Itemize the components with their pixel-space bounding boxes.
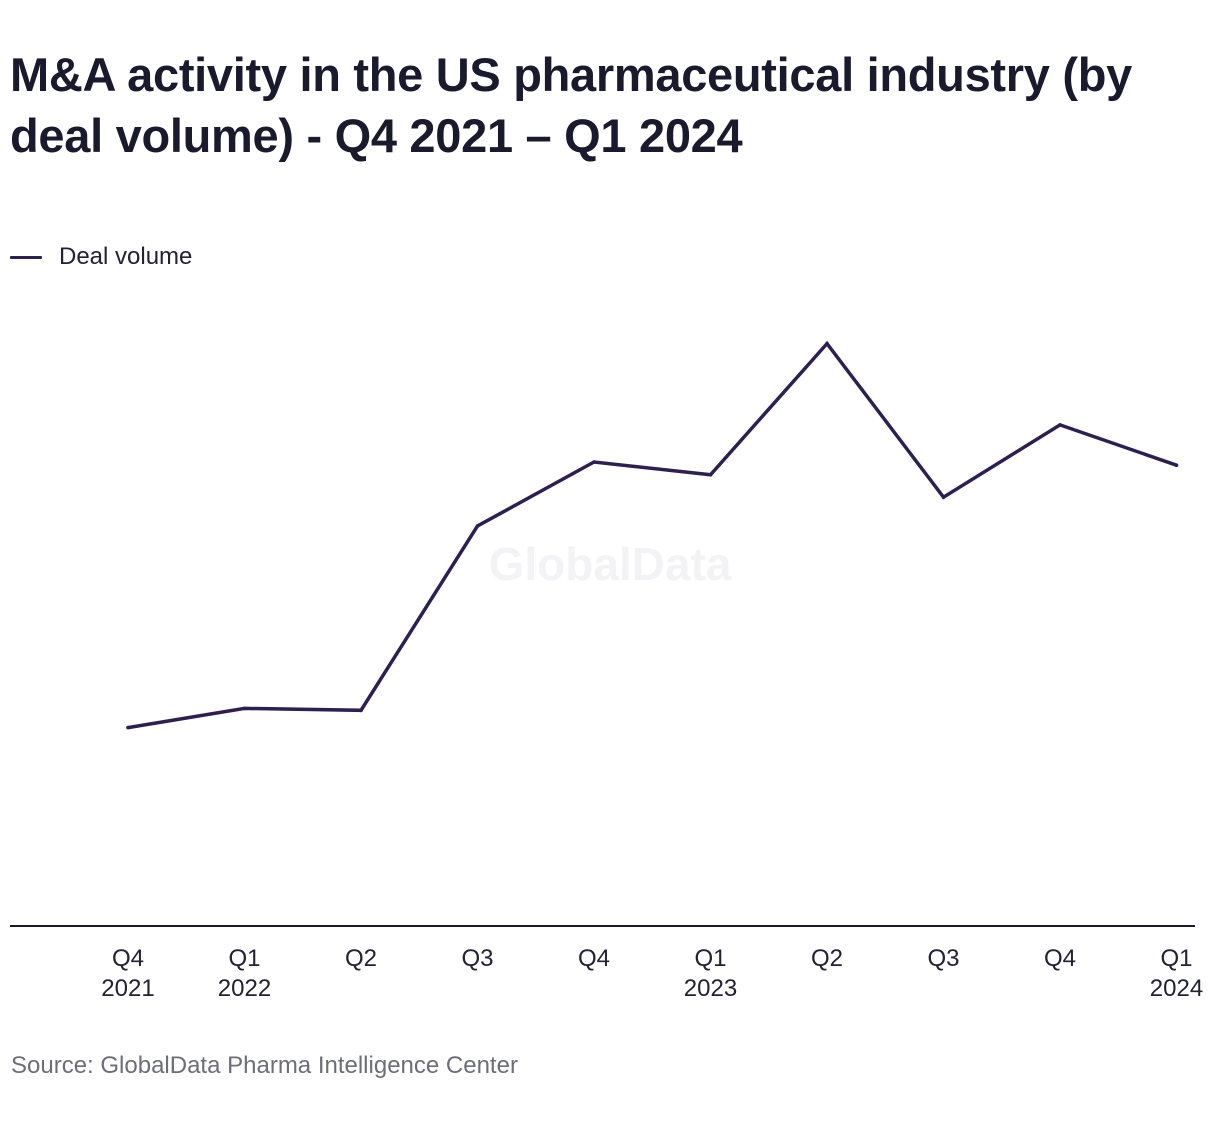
legend: Deal volume — [10, 240, 192, 274]
x-tick-year-label: 2024 — [1150, 975, 1203, 1002]
legend-swatch — [10, 255, 42, 259]
data-point — [359, 708, 363, 713]
x-tick-year-label: 2021 — [101, 975, 154, 1002]
data-point — [1058, 423, 1062, 427]
x-tick-label: Q2 — [811, 945, 843, 972]
source-note: Source: GlobalData Pharma Intelligence C… — [11, 1052, 518, 1079]
x-tick-label: Q3 — [927, 945, 959, 972]
x-tick-label: Q2 — [345, 945, 377, 972]
x-tick-year-label: 2022 — [218, 975, 271, 1002]
chart-title: M&A activity in the US pharmaceutical in… — [10, 48, 1132, 162]
x-tick-label: Q4 — [112, 945, 144, 972]
x-tick-year-label: 2023 — [684, 975, 737, 1002]
data-point — [708, 473, 713, 477]
data-point — [825, 341, 829, 346]
data-point — [242, 706, 247, 711]
watermark: GlobalData — [489, 538, 732, 590]
data-point — [1174, 463, 1179, 468]
series-line — [127, 340, 1178, 730]
x-tick-label: Q1 — [1160, 945, 1192, 972]
x-tick-label: Q3 — [461, 945, 493, 972]
x-tick-label: Q4 — [578, 945, 610, 972]
data-point — [592, 460, 596, 464]
x-tick-label: Q1 — [694, 945, 726, 972]
data-point — [941, 495, 946, 500]
data-point — [475, 524, 480, 528]
x-tick-label: Q4 — [1044, 945, 1076, 972]
data-point — [126, 725, 130, 730]
x-tick-label: Q1 — [228, 945, 260, 972]
legend-label: Deal volume — [59, 243, 193, 270]
